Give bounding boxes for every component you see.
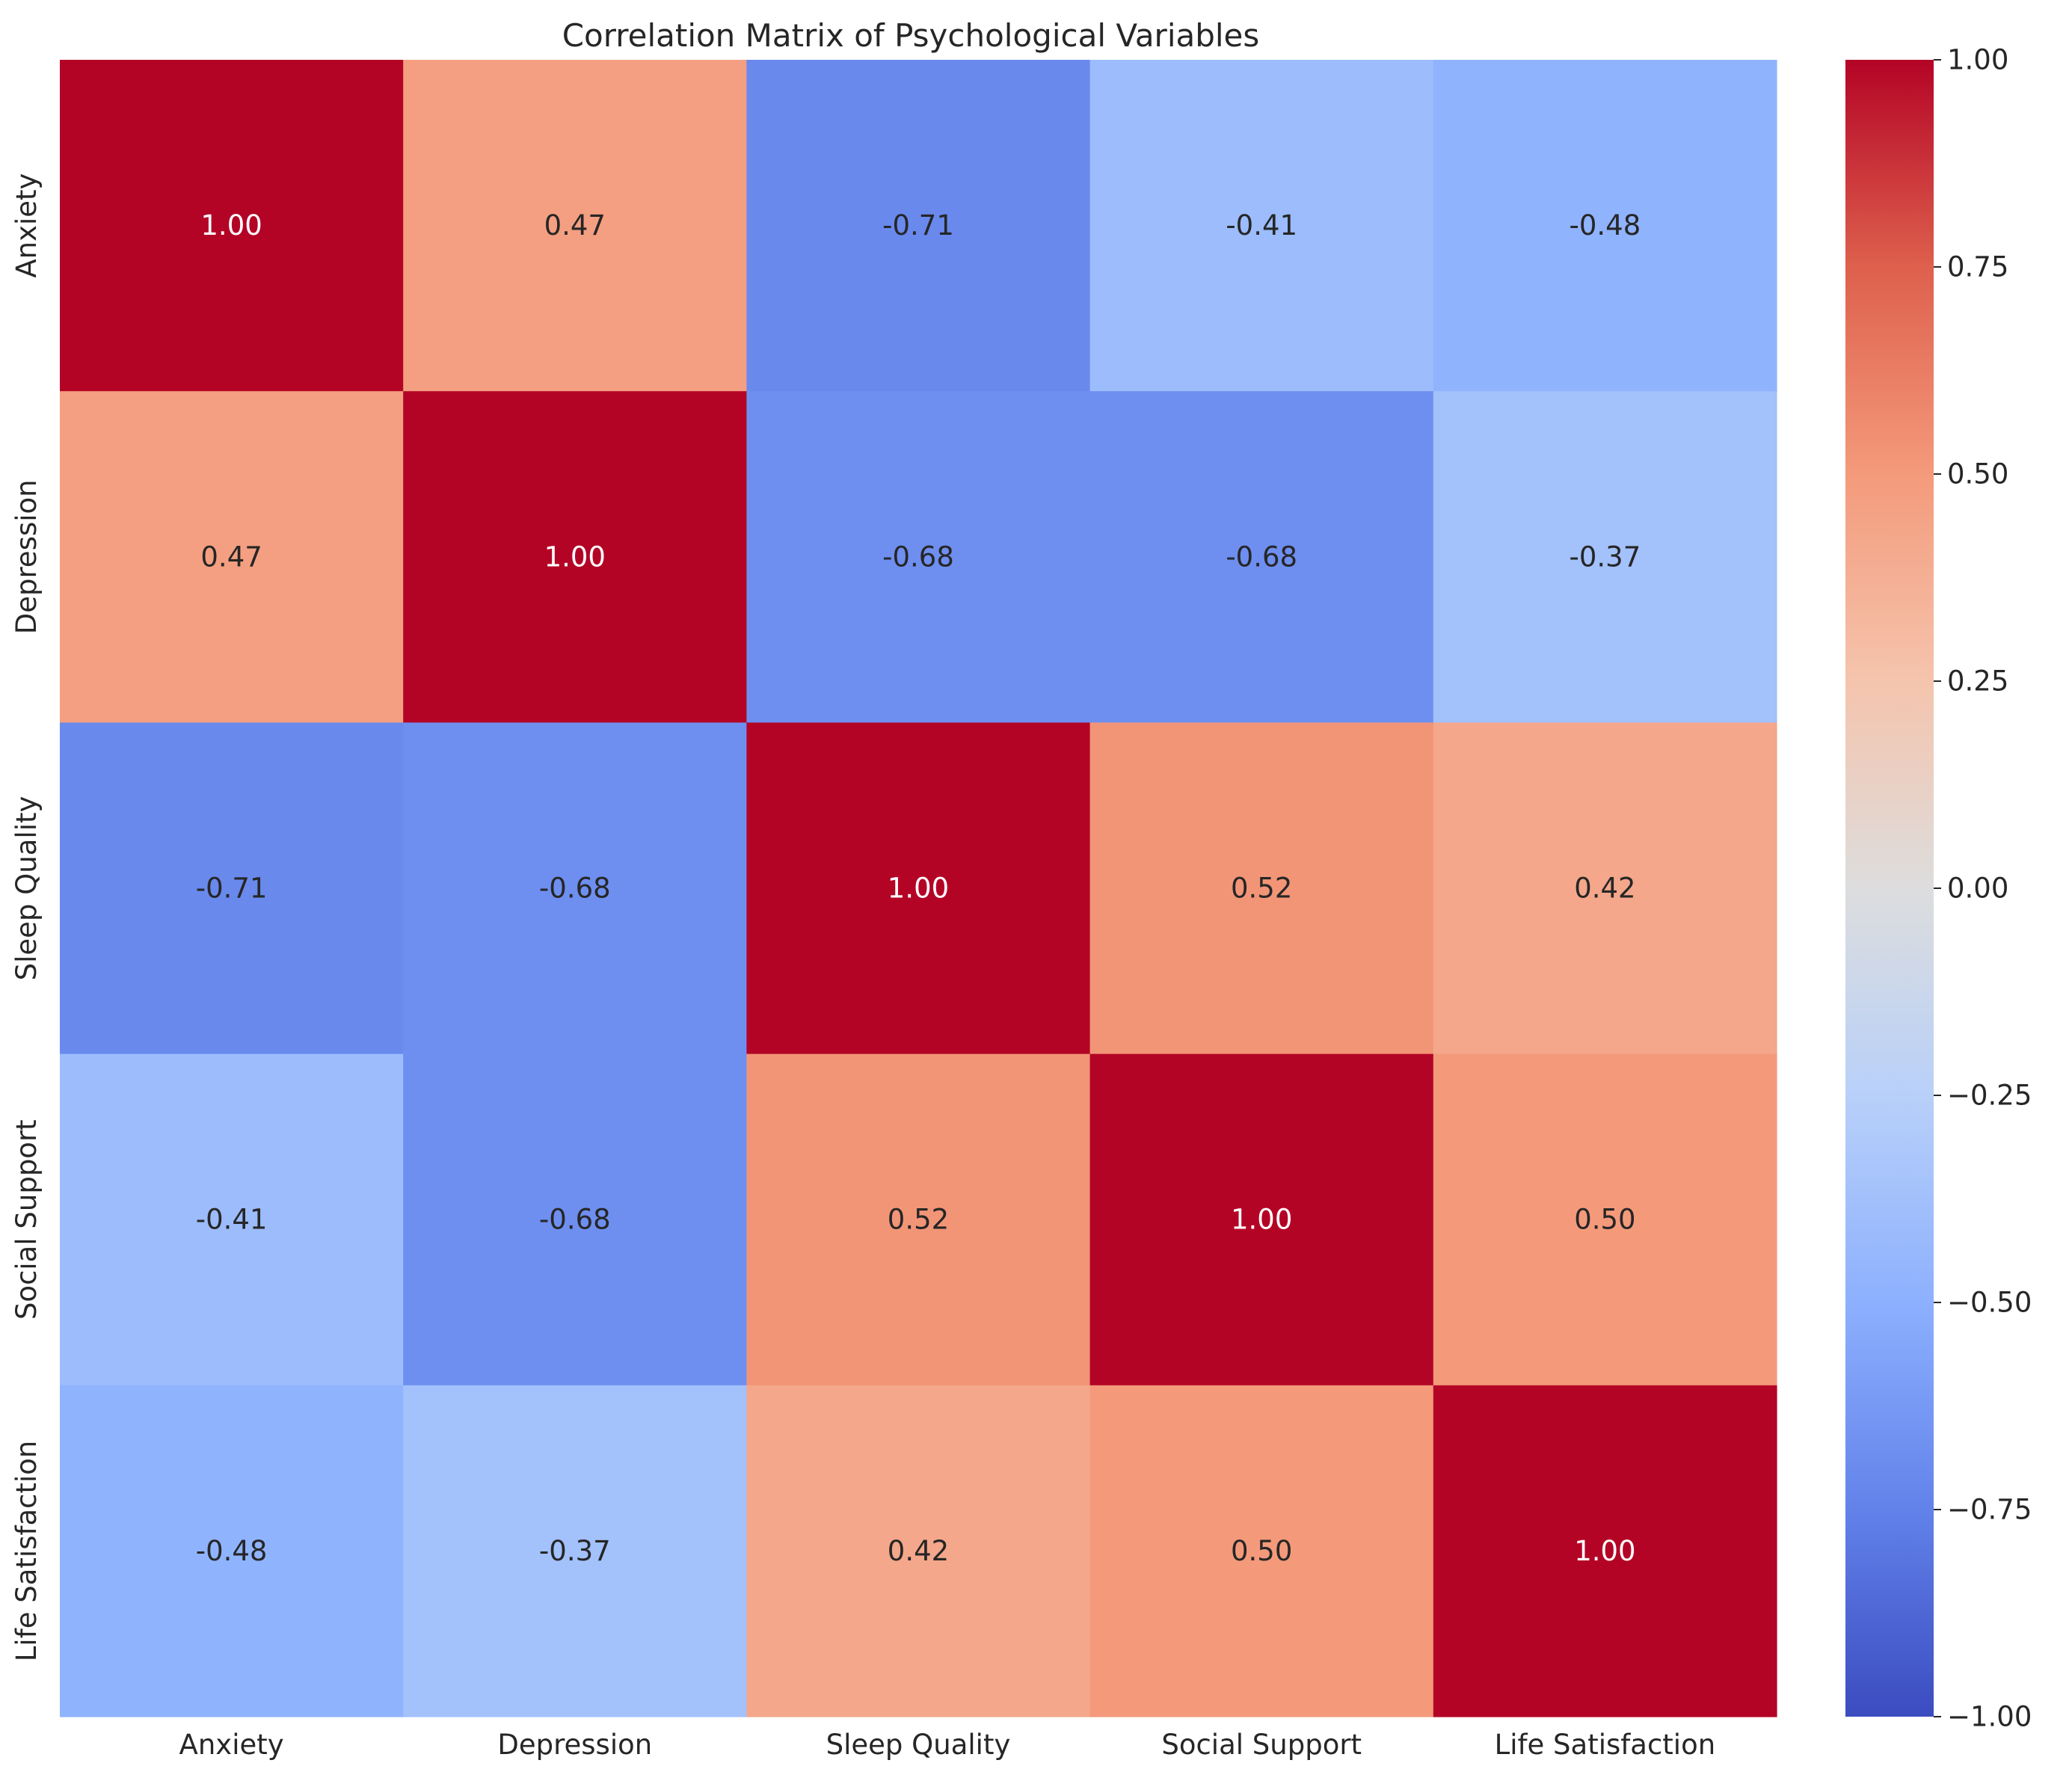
y-tick-label-anxiety: Anxiety [10, 173, 43, 278]
heatmap-cell-social-support-social-support [1089, 1053, 1434, 1386]
colorbar-tick-label: −0.25 [1947, 1080, 2032, 1112]
heatmap-cell-depression-anxiety [60, 391, 404, 723]
cell-value-label: -0.68 [539, 1204, 611, 1236]
cell-value-label: -0.41 [1226, 209, 1297, 242]
heatmap-cell-social-support-depression [403, 1053, 747, 1386]
cell-value-label: -0.48 [196, 1535, 268, 1567]
x-tick-label-social-support: Social Support [1161, 1729, 1362, 1761]
cell-value-label: -0.48 [1570, 209, 1641, 242]
heatmap-cell-sleep-quality-anxiety [60, 722, 404, 1055]
heatmap-cell-sleep-quality-depression [403, 722, 747, 1055]
heatmap-cell-social-support-life-satisfaction [1433, 1053, 1777, 1386]
x-tick-label-life-satisfaction: Life Satisfaction [1495, 1729, 1716, 1761]
cell-value-label: 0.47 [200, 541, 262, 573]
heatmap-cell-social-support-sleep-quality [746, 1053, 1091, 1386]
cell-value-label: -0.71 [882, 209, 954, 242]
colorbar-tick-label: 0.25 [1947, 665, 2008, 698]
heatmap-cells [60, 60, 1777, 1717]
heatmap-annotations: 1.00 0.47 -0.71 -0.41 -0.48 0.47 1.00 -0.68 -0.6… [196, 209, 1641, 1567]
heatmap-cell-sleep-quality-sleep-quality [746, 722, 1091, 1055]
cell-value-label: -0.41 [196, 1204, 268, 1236]
y-tick-label-sleep-quality: Sleep Quality [10, 796, 43, 981]
chart-title: Correlation Matrix of Psychological Vari… [562, 17, 1260, 54]
cell-value-label: 0.47 [544, 209, 606, 242]
cell-value-label: 1.00 [1574, 1535, 1635, 1567]
heatmap-cell-anxiety-sleep-quality [746, 60, 1091, 392]
x-tick-label-anxiety: Anxiety [179, 1729, 284, 1761]
heatmap-cell-life-satisfaction-depression [403, 1385, 747, 1717]
cell-value-label: -0.71 [196, 873, 268, 905]
heatmap-cell-anxiety-depression [403, 60, 747, 392]
cell-value-label: -0.37 [1570, 541, 1641, 573]
heatmap-cell-social-support-anxiety [60, 1053, 404, 1386]
x-tick-label-depression: Depression [497, 1729, 652, 1761]
cell-value-label: 0.50 [1231, 1535, 1292, 1567]
cell-value-label: -0.68 [539, 873, 611, 905]
x-tick-label-sleep-quality: Sleep Quality [826, 1729, 1011, 1761]
colorbar-tick-label: −1.00 [1947, 1701, 2032, 1733]
heatmap-cell-anxiety-life-satisfaction [1433, 60, 1777, 392]
heatmap-cell-depression-depression [403, 391, 747, 723]
y-tick-label-depression: Depression [10, 479, 43, 634]
heatmap-cell-sleep-quality-life-satisfaction [1433, 722, 1777, 1055]
colorbar-ticks: 1.00 0.75 0.50 0.25 0.00 −0.25 −0.50 −0.75 −1.00 [1934, 44, 2032, 1733]
cell-value-label: 0.52 [888, 1204, 949, 1236]
colorbar-tick-label: −0.75 [1947, 1494, 2032, 1526]
cell-value-label: -0.37 [539, 1535, 611, 1567]
heatmap-cell-depression-social-support [1089, 391, 1434, 723]
colorbar-tick-label: 1.00 [1947, 44, 2008, 76]
cell-value-label: 1.00 [544, 541, 606, 573]
y-tick-label-life-satisfaction: Life Satisfaction [10, 1441, 43, 1662]
heatmap-cell-life-satisfaction-social-support [1089, 1385, 1434, 1717]
heatmap-cell-life-satisfaction-sleep-quality [746, 1385, 1091, 1717]
cell-value-label: 1.00 [888, 873, 949, 905]
cell-value-label: 0.50 [1574, 1204, 1635, 1236]
colorbar: 1.00 0.75 0.50 0.25 0.00 −0.25 −0.50 −0.75 −1.00 [1845, 44, 2032, 1733]
colorbar-gradient-bar [1845, 60, 1934, 1717]
cell-value-label: 0.52 [1231, 873, 1292, 905]
colorbar-tick-label: −0.50 [1947, 1287, 2032, 1319]
colorbar-tick-label: 0.75 [1947, 251, 2008, 283]
heatmap-cell-anxiety-anxiety [60, 60, 404, 392]
heatmap-cell-depression-sleep-quality [746, 391, 1091, 723]
heatmap-cell-anxiety-social-support [1089, 60, 1434, 392]
heatmap-cell-depression-life-satisfaction [1433, 391, 1777, 723]
cell-value-label: 1.00 [200, 209, 262, 242]
cell-value-label: 1.00 [1231, 1204, 1292, 1236]
colorbar-tick-label: 0.50 [1947, 458, 2008, 490]
cell-value-label: 0.42 [1574, 873, 1635, 905]
heatmap-cell-sleep-quality-social-support [1089, 722, 1434, 1055]
heatmap-cell-life-satisfaction-anxiety [60, 1385, 404, 1717]
x-axis-tick-labels: Anxiety Depression Sleep Quality Social Sup… [179, 1729, 1716, 1761]
y-axis-tick-labels: Anxiety Depression Sleep Quality Social Sup… [10, 173, 43, 1662]
colorbar-tick-label: 0.00 [1947, 873, 2008, 905]
cell-value-label: -0.68 [1226, 541, 1297, 573]
y-tick-label-social-support: Social Support [10, 1119, 43, 1320]
cell-value-label: 0.42 [888, 1535, 949, 1567]
heatmap-cell-life-satisfaction-life-satisfaction [1433, 1385, 1777, 1717]
cell-value-label: -0.68 [882, 541, 954, 573]
